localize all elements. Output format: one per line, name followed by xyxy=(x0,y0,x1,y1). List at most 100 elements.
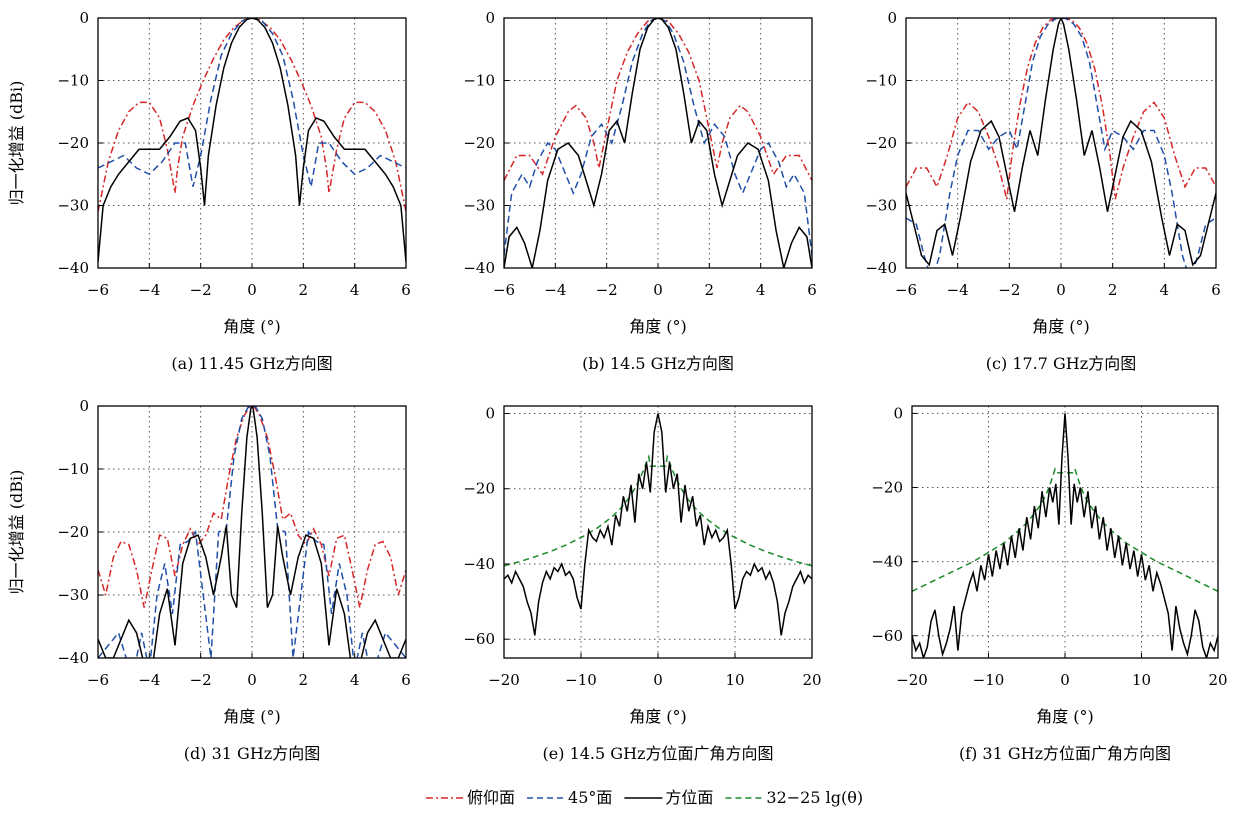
y-tick-label: −40 xyxy=(463,259,495,277)
x-tick-label: −4 xyxy=(138,281,160,299)
x-tick-label: 0 xyxy=(1060,671,1070,689)
series-line-b xyxy=(504,18,812,256)
x-tick-label: 4 xyxy=(350,671,360,689)
legend-item: 45°面 xyxy=(527,788,612,807)
x-tick-label: −10 xyxy=(973,671,1005,689)
x-tick-label: −2 xyxy=(190,671,212,689)
x-tick-label: 4 xyxy=(756,281,766,299)
panel-caption: (f) 31 GHz方位面广角方向图 xyxy=(959,744,1171,763)
x-tick-label: 2 xyxy=(1108,281,1118,299)
series-line-a xyxy=(98,18,406,262)
series-line-f xyxy=(912,413,1218,658)
x-axis-label: 角度 (°) xyxy=(1032,317,1090,336)
x-tick-label: −10 xyxy=(565,671,597,689)
y-tick-label: −30 xyxy=(865,197,897,215)
grid xyxy=(504,18,812,268)
y-tick-label: −20 xyxy=(871,479,903,497)
x-axis-label: 角度 (°) xyxy=(223,317,281,336)
x-tick-label: 0 xyxy=(247,671,257,689)
y-tick-label: −10 xyxy=(865,72,897,90)
x-tick-label: 10 xyxy=(1132,671,1151,689)
legend-item: 俯仰面 xyxy=(426,788,515,807)
y-tick-label: −60 xyxy=(463,630,495,648)
series-line-b xyxy=(504,18,812,181)
panel-caption: (a) 11.45 GHz方向图 xyxy=(171,354,332,373)
x-axis-label: 角度 (°) xyxy=(223,707,281,726)
x-tick-label: −2 xyxy=(596,281,618,299)
grid xyxy=(906,18,1216,268)
y-tick-label: −40 xyxy=(865,259,897,277)
x-tick-label: −6 xyxy=(493,281,515,299)
y-tick-label: −10 xyxy=(57,460,89,478)
legend-label: 方位面 xyxy=(665,788,713,807)
x-tick-label: 0 xyxy=(653,671,663,689)
panel-caption: (c) 17.7 GHz方向图 xyxy=(986,354,1136,373)
x-tick-label: 20 xyxy=(802,671,821,689)
series-line-e xyxy=(504,413,812,636)
panel-caption: (b) 14.5 GHz方向图 xyxy=(582,354,734,373)
legend: 俯仰面 45°面 方位面 32−25 lg(θ) xyxy=(426,788,863,807)
x-tick-label: −6 xyxy=(87,671,109,689)
series-line-c xyxy=(906,18,1216,200)
y-tick-label: −20 xyxy=(463,134,495,152)
grid xyxy=(504,406,812,658)
y-tick-label: 0 xyxy=(887,9,897,27)
y-tick-label: 0 xyxy=(485,9,495,27)
x-tick-label: −4 xyxy=(138,671,160,689)
series-line-d xyxy=(98,406,406,658)
series-line-d xyxy=(98,406,406,658)
series-line-c xyxy=(906,18,1216,267)
x-tick-label: 0 xyxy=(1056,281,1066,299)
x-tick-label: 4 xyxy=(1160,281,1170,299)
series-line-a xyxy=(98,18,406,212)
y-tick-label: 0 xyxy=(893,404,903,422)
grid xyxy=(98,406,406,658)
legend-label: 32−25 lg(θ) xyxy=(766,788,863,807)
x-tick-label: 0 xyxy=(653,281,663,299)
x-tick-label: 2 xyxy=(299,671,309,689)
y-tick-label: −20 xyxy=(57,523,89,541)
y-tick-label: −40 xyxy=(57,259,89,277)
grid xyxy=(912,406,1218,658)
grid xyxy=(98,18,406,268)
y-tick-label: 0 xyxy=(79,397,89,415)
series-line-c xyxy=(906,18,1216,268)
legend-item: 32−25 lg(θ) xyxy=(725,788,863,807)
x-tick-label: −2 xyxy=(190,281,212,299)
series-line-a xyxy=(98,18,406,187)
legend-label: 俯仰面 xyxy=(467,788,515,807)
x-axis-label: 角度 (°) xyxy=(1036,707,1094,726)
x-tick-label: 20 xyxy=(1208,671,1227,689)
legend-label: 45°面 xyxy=(568,788,612,807)
x-tick-label: 10 xyxy=(725,671,744,689)
x-tick-label: 0 xyxy=(247,281,257,299)
panel-f: −20 −10 0 10 20 0 −20 −40 −60 角度 (°) (f) 31 GHz方位面… xyxy=(871,404,1227,763)
y-tick-label: −40 xyxy=(463,555,495,573)
x-tick-label: 6 xyxy=(401,281,411,299)
y-tick-label: −30 xyxy=(57,197,89,215)
legend-item: 方位面 xyxy=(624,788,713,807)
x-tick-label: −20 xyxy=(896,671,928,689)
y-tick-label: −30 xyxy=(57,586,89,604)
x-tick-label: 2 xyxy=(299,281,309,299)
x-tick-label: 2 xyxy=(705,281,715,299)
y-tick-label: 0 xyxy=(79,9,89,27)
x-tick-label: 4 xyxy=(350,281,360,299)
x-tick-label: 6 xyxy=(807,281,817,299)
x-axis-label: 角度 (°) xyxy=(629,317,687,336)
y-axis-label: 归一化增益 (dBi) xyxy=(7,81,26,206)
y-tick-label: −10 xyxy=(463,72,495,90)
x-tick-label: −6 xyxy=(895,281,917,299)
y-tick-label: −10 xyxy=(57,72,89,90)
y-tick-label: −20 xyxy=(57,134,89,152)
y-tick-label: −20 xyxy=(463,480,495,498)
y-tick-label: −40 xyxy=(871,553,903,571)
y-tick-label: −30 xyxy=(463,197,495,215)
series-line-b xyxy=(504,18,812,268)
